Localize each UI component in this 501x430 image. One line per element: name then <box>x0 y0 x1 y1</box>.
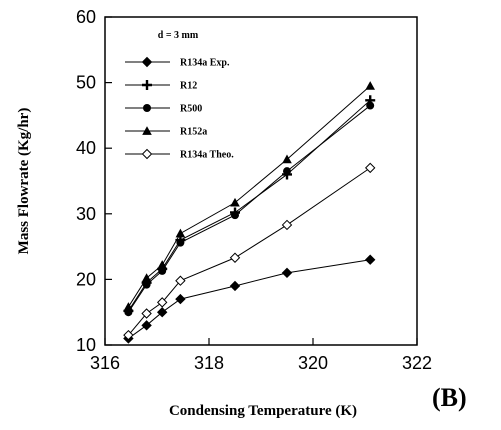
series-line <box>127 99 371 312</box>
legend-marker <box>142 80 152 90</box>
data-point <box>141 320 152 331</box>
legend-marker <box>143 104 151 112</box>
y-tick-label: 20 <box>76 269 96 289</box>
series-line <box>127 105 371 313</box>
series-group <box>123 81 376 344</box>
data-point <box>175 275 186 286</box>
data-point <box>176 238 185 247</box>
y-tick-label: 10 <box>76 335 96 355</box>
data-point <box>229 280 241 292</box>
data-point <box>282 154 292 164</box>
x-tick-label: 322 <box>402 353 432 373</box>
data-point <box>283 167 291 176</box>
data-point <box>142 280 151 289</box>
data-point <box>123 302 134 311</box>
data-point <box>158 266 167 275</box>
data-point <box>230 197 240 207</box>
legend: R134a Exp. R12 R500 R152a R134a Theo. <box>125 56 234 161</box>
plot-frame <box>104 16 418 346</box>
legend-label: R134a Theo. <box>180 150 234 161</box>
y-tick-label: 50 <box>76 73 96 93</box>
data-point <box>156 306 168 318</box>
data-point <box>364 254 376 265</box>
y-tick-label: 30 <box>76 204 96 224</box>
data-point <box>366 101 375 110</box>
data-point <box>281 267 293 279</box>
x-tick-label: 320 <box>298 353 328 373</box>
data-point <box>175 228 186 238</box>
x-tick-label: 318 <box>194 353 224 373</box>
x-axis-title: Condensing Temperature (K) <box>169 403 357 419</box>
legend-label: R500 <box>180 104 202 115</box>
data-point <box>175 293 186 305</box>
data-point <box>364 162 376 174</box>
data-point <box>156 297 168 308</box>
data-point <box>141 308 152 319</box>
data-point <box>229 252 241 263</box>
data-point <box>231 211 239 220</box>
y-tick-label: 40 <box>76 138 96 158</box>
data-point <box>365 81 375 90</box>
y-axis-title: Mass Flowrate (Kg/hr) <box>16 108 32 255</box>
legend-label: R152a <box>180 127 207 138</box>
data-point <box>141 273 152 282</box>
data-point <box>123 329 134 341</box>
axis-ticks: 316 318 320 322 10 20 30 40 50 60 <box>76 7 432 373</box>
legend-marker <box>141 148 153 160</box>
data-point <box>157 260 167 269</box>
x-tick-label: 316 <box>90 353 120 373</box>
legend-marker <box>142 126 152 135</box>
legend-label: R12 <box>180 81 197 92</box>
y-tick-label: 60 <box>76 7 96 27</box>
legend-marker <box>141 56 153 68</box>
data-point <box>281 219 293 231</box>
panel-label: (B) <box>432 383 467 412</box>
legend-label: R134a Exp. <box>180 58 230 69</box>
annotation-d: d = 3 mm <box>158 30 199 41</box>
